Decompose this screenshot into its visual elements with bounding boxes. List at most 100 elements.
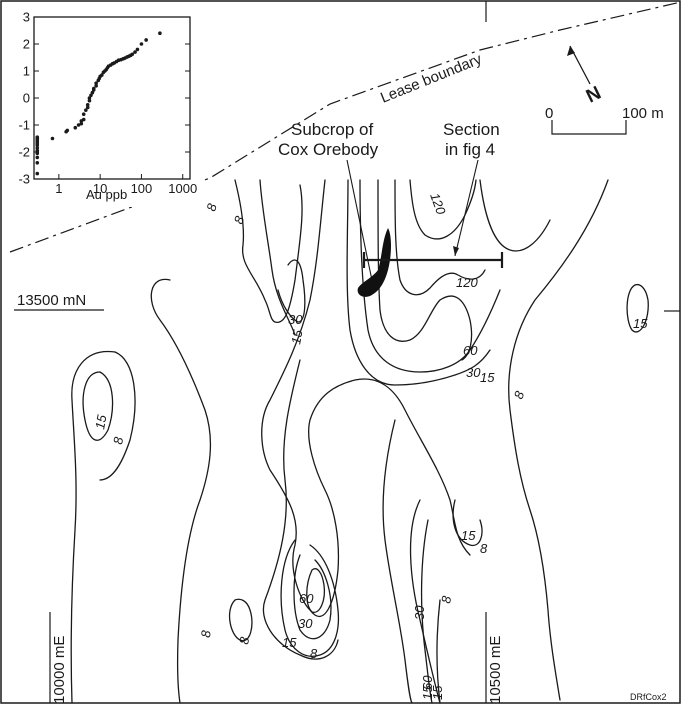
contour-label: 15 [430,685,445,700]
contour-15-se [452,499,483,547]
inset-x-tick-label: 1000 [168,181,197,196]
north-arrow-icon [567,45,591,85]
inset-data-point [73,125,78,130]
inset-data-point [35,171,40,176]
inset-y-ticks: 3 2 1 0 -1 -2 -3 [18,10,190,187]
inset-data-point [135,47,140,52]
inset-y-tick-label: -3 [18,172,30,187]
north-label: N [583,83,605,108]
inset-data-point [130,52,135,57]
contour-label: 30 [466,365,481,380]
contour-label: 30 [288,312,303,327]
contour-label: 8 [310,646,318,661]
inset-x-tick-label: 100 [131,181,153,196]
contour-15-loop-left [82,371,114,441]
inset-data-point [90,90,95,95]
contour-label: 15 [282,635,297,650]
inset-data-point [94,81,98,85]
contour-120-north [409,179,477,240]
contour-30-central [359,179,501,373]
contour-labels: 8 8 8 8 8 8 8 8 8 15 15 15 15 15 15 15 1… [92,191,648,700]
contour-30-south [293,554,332,640]
inset-data-point [91,86,96,91]
section-leader-arrow-icon [453,246,459,256]
inset-data-point [100,73,104,77]
inset-x-tick-label: 1 [55,181,62,196]
contour-east-north [479,179,551,252]
orebody-label-line1: Subcrop of [291,120,373,139]
contour-15-central [346,179,491,386]
inset-x-tick-label: 10 [93,181,107,196]
scale-start-label: 0 [545,105,553,122]
inset-data-point [79,121,84,126]
inset-data-point [50,136,55,141]
inset-data-point [89,93,93,98]
scale-end-label: 100 m [622,105,664,122]
contour-label: 60 [463,343,478,358]
inset-data-point [76,123,81,127]
contour-label: 8 [236,635,252,645]
inset-data-point [144,38,148,42]
inset-data-point [35,148,40,153]
contour-60-south [306,568,326,613]
contour-label: 15 [288,328,305,346]
contour-label: 15 [92,413,109,431]
northing-label: 13500 mN [17,292,86,309]
contour-60-se [436,599,441,704]
contour-30-west [277,259,306,323]
contour-15-east-small [626,283,649,333]
inset-data-point [87,96,92,100]
inset-data-point [158,31,162,35]
contour-label: 8 [438,594,454,604]
contour-label: 8 [198,629,214,638]
inset-data-point [81,112,86,116]
inset-data-point [35,146,40,150]
contour-8-mid [262,359,339,660]
contour-label: 8 [480,541,488,556]
easting-label: 10500 mE [487,636,504,704]
contour-label: 8 [110,435,126,445]
section-leader-line [454,159,479,257]
contour-label: 60 [420,675,435,690]
easting-label: 10000 mE [51,636,68,704]
inset-y-tick-label: -2 [18,145,30,160]
inset-x-ticks: 1 10 100 1000 [55,174,197,196]
contour-label: 8 [203,201,220,213]
inset-data-points [35,31,162,176]
contour-8-central [261,179,471,618]
inset-data-point [85,102,90,107]
inset-data-point [35,151,40,156]
inset-data-point [35,161,40,165]
inset-data-point [84,108,88,112]
contour-60-central [377,179,473,361]
inset-data-point [35,155,40,160]
inset-data-point [133,50,137,54]
inset-y-tick-label: -1 [18,118,30,133]
section-label-line1: Section [443,120,500,139]
section-label-line2: in fig 4 [445,140,495,159]
credit-text: DRfCox2 [630,692,667,702]
contour-8-se [382,419,413,704]
scale-bar [551,120,627,135]
contour-8-west [234,179,303,323]
contour-label: 15 [420,685,435,700]
contour-8-left-inner [99,351,136,481]
inset-data-point [139,42,144,46]
contour-label: 120 [456,275,478,290]
inset-x-axis-label: Au ppb [86,187,127,202]
orebody-subcrop-shape [357,228,391,297]
contour-8-left-loop [70,350,116,704]
contour-label: 15 [480,370,495,385]
inset-data-point [35,135,40,139]
contour-8-east [508,179,609,701]
contour-30-se [420,519,433,704]
inset-y-tick-label: 2 [23,37,30,52]
contour-label: 15 [633,316,648,331]
contour-8-south [150,278,212,704]
inset-data-point [87,98,92,103]
contour-label: 15 [461,528,476,543]
contour-label: 30 [412,605,427,620]
